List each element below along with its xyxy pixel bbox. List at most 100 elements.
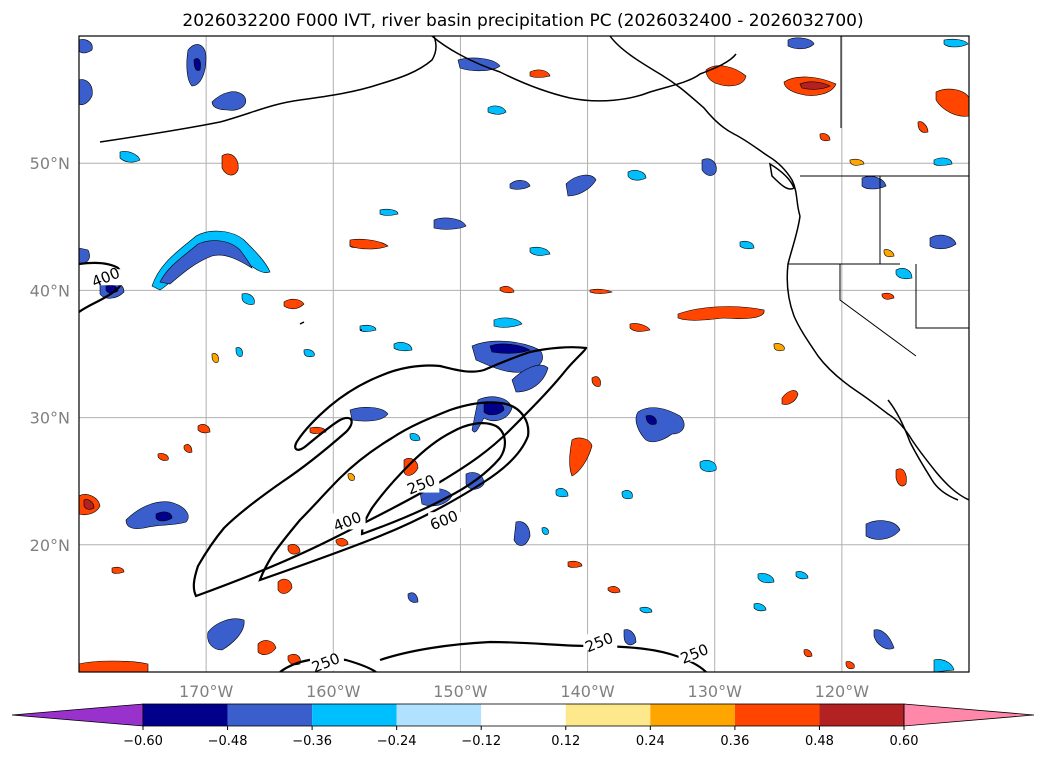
anomaly-blob [211, 91, 247, 111]
anomaly-blob [849, 158, 865, 166]
anomaly-blob [699, 460, 717, 472]
anomaly-blob [645, 415, 657, 425]
anomaly-blob [235, 347, 243, 357]
anomaly-blob [795, 571, 809, 580]
anomaly-blob [403, 458, 419, 476]
anomaly-blob [529, 69, 551, 78]
anomaly-blob [529, 246, 551, 256]
ivt-contour-400 [258, 401, 530, 582]
canada-coast [609, 36, 801, 217]
colorbar-segment [143, 704, 228, 726]
latitude-tick-labels: 20°N 30°N 40°N 50°N [30, 154, 70, 555]
colorbar-tick-label: 0.36 [720, 734, 749, 749]
colorbar-segment [565, 704, 651, 726]
anomaly-blob [607, 586, 621, 594]
anomaly-blob [433, 217, 467, 230]
anomaly-blob [917, 121, 929, 133]
anomaly-blob [935, 88, 969, 117]
latitude-tick-label: 30°N [30, 409, 70, 428]
anomaly-blob [379, 208, 399, 216]
latitude-tick-label: 40°N [30, 281, 70, 300]
anomaly-blob [349, 407, 389, 422]
anomaly-blob [701, 158, 717, 176]
contour-label-bg [89, 269, 124, 286]
longitude-tick-label: 140°W [560, 682, 615, 701]
colorbar-outline [142, 703, 905, 727]
ivt-contour-250 [192, 346, 588, 598]
anomaly-blob [803, 649, 813, 658]
contour-label-bg [405, 476, 440, 493]
longitude-tick-label: 120°W [815, 682, 870, 701]
colorbar-tick-label: −0.48 [208, 734, 248, 749]
colorbar-tick-label: 0.60 [890, 734, 919, 749]
anomaly-blob [865, 520, 901, 540]
ivt-contour-600 [360, 422, 506, 536]
map-frame [78, 35, 970, 673]
political-borders [788, 36, 969, 357]
anomaly-blob [541, 527, 549, 535]
precip-anomaly-layer [79, 37, 969, 672]
anomaly-blob [677, 306, 765, 321]
state-borders [788, 176, 969, 357]
contour-label-bg [428, 512, 463, 529]
colorbar-segment [481, 704, 566, 726]
anomaly-blob [359, 324, 377, 332]
anomaly-blob [629, 323, 651, 332]
anomaly-blob [509, 180, 531, 190]
colorbar-tick-label: 0.12 [551, 734, 580, 749]
hawaii [299, 321, 362, 331]
anomaly-blob [303, 349, 315, 358]
anomaly-blob [207, 618, 245, 651]
anomaly-blob [157, 453, 169, 461]
anomaly-blob [493, 317, 523, 328]
anomaly-blob [183, 444, 193, 453]
longitude-tick-label: 170°W [179, 682, 234, 701]
baja-california [887, 399, 959, 501]
anomaly-blob [819, 133, 831, 142]
anomaly-blob [277, 578, 293, 594]
ivt-contour-250-south [379, 640, 707, 672]
alaska-peninsula [431, 36, 737, 102]
colorbar-over-arrow [903, 703, 1035, 727]
anomaly-blob [943, 38, 969, 48]
colorbar-tick-label: −0.60 [123, 734, 163, 749]
contour-label-bg [331, 513, 366, 530]
anomaly-blob [933, 659, 955, 672]
anomaly-blob [499, 286, 515, 294]
longitude-tick-label: 160°W [306, 682, 361, 701]
anomaly-blob [883, 249, 895, 258]
anomaly-blob [283, 298, 305, 310]
anomaly-blob [621, 490, 633, 500]
anomaly-blob [739, 240, 755, 250]
colorbar-tick-label: 0.24 [636, 734, 665, 749]
anomaly-blob [929, 234, 957, 250]
anomaly-blob [111, 566, 125, 574]
anomaly-blob [159, 240, 253, 285]
anomaly-blob [155, 511, 173, 522]
anomaly-blob [79, 79, 93, 106]
anomaly-blob [511, 364, 549, 393]
anomaly-blob [335, 538, 349, 547]
longitude-tick-label: 150°W [433, 682, 488, 701]
anomaly-blob [409, 433, 421, 442]
anomaly-blob [623, 629, 637, 646]
anomaly-blob [757, 573, 775, 584]
anomaly-blob [589, 288, 613, 294]
anomaly-blob [79, 660, 149, 672]
coastlines [99, 36, 969, 501]
vancouver-island [768, 162, 795, 190]
anomaly-blob [197, 424, 211, 434]
colorbar-segment [650, 704, 735, 726]
colorbar-tick-label: −0.12 [461, 734, 501, 749]
anomaly-blob [287, 544, 301, 555]
colorbar: −0.60 −0.48 −0.36 −0.24 −0.12 0.12 0.24 0.36 0.4… [11, 703, 1035, 749]
anomaly-blob [895, 468, 907, 487]
colorbar-segment [396, 704, 482, 726]
anomaly-blob [895, 268, 913, 280]
anomaly-blob [349, 238, 389, 250]
anomaly-blob [565, 174, 597, 197]
anomaly-blob [489, 343, 531, 354]
longitude-tick-labels: 170°W 160°W 150°W 140°W 130°W 120°W [179, 682, 869, 701]
anomaly-blob [241, 293, 255, 305]
anomaly-blob [555, 488, 569, 498]
